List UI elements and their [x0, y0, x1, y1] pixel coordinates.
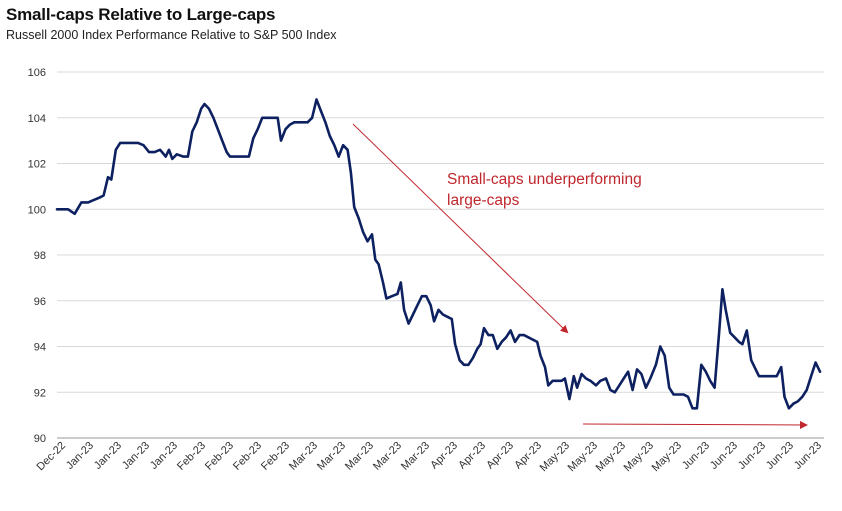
- x-tick-label: Jan-23: [92, 440, 124, 472]
- x-tick-label: May-23: [622, 440, 656, 474]
- x-tick-label: Mar-23: [399, 440, 432, 473]
- x-tick-label: Apr-23: [484, 440, 516, 472]
- y-tick-label: 104: [28, 113, 46, 125]
- x-tick-label: Apr-23: [456, 440, 488, 472]
- series-line: [55, 98, 822, 410]
- x-tick-label: Jun-23: [736, 440, 768, 472]
- x-tick-label: Apr-23: [428, 440, 460, 472]
- y-tick-label: 102: [28, 159, 46, 171]
- x-tick-label: Mar-23: [315, 440, 348, 473]
- x-tick-label: Mar-23: [371, 440, 404, 473]
- x-tick-label: Feb-23: [203, 440, 236, 473]
- x-axis-ticks: Dec-22Jan-23Jan-23Jan-23Jan-23Feb-23Feb-…: [35, 440, 825, 474]
- x-tick-label: Jan-23: [120, 440, 152, 472]
- x-tick-label: Jan-23: [148, 440, 180, 472]
- x-tick-label: Feb-23: [231, 440, 264, 473]
- y-tick-label: 90: [34, 433, 46, 445]
- y-tick-label: 106: [28, 67, 46, 79]
- y-tick-label: 96: [34, 296, 46, 308]
- x-tick-label: May-23: [538, 440, 572, 474]
- annotation-group: Small-caps underperforming large-caps: [352, 123, 808, 429]
- x-tick-label: Jun-23: [680, 440, 712, 472]
- x-tick-label: Mar-23: [343, 440, 376, 473]
- x-tick-label: May-23: [650, 440, 684, 474]
- series-line-group: [55, 98, 822, 410]
- y-tick-label: 92: [34, 387, 46, 399]
- x-tick-label: Mar-23: [287, 440, 320, 473]
- annotation-line-2: large-caps: [447, 192, 520, 209]
- chart-title: Small-caps Relative to Large-caps: [6, 5, 276, 24]
- x-tick-label: Feb-23: [175, 440, 208, 473]
- annotation-line-1: Small-caps underperforming: [447, 171, 642, 188]
- trend-arrow-down: [352, 123, 569, 334]
- x-tick-label: May-23: [566, 440, 600, 474]
- x-tick-label: May-23: [594, 440, 628, 474]
- trend-arrow-flat: [582, 420, 808, 429]
- y-tick-label: 100: [28, 204, 46, 216]
- gridlines: [57, 71, 824, 439]
- y-tick-label: 98: [34, 250, 46, 262]
- x-tick-label: Feb-23: [259, 440, 292, 473]
- y-axis-ticks: 106 104 102 100 98 96 94 92 90: [28, 67, 46, 445]
- x-tick-label: Jan-23: [64, 440, 96, 472]
- x-tick-label: Jun-23: [764, 440, 796, 472]
- chart-subtitle: Russell 2000 Index Performance Relative …: [6, 28, 337, 42]
- x-tick-label: Jun-23: [708, 440, 740, 472]
- y-tick-label: 94: [34, 342, 46, 354]
- x-tick-label: Jun-23: [792, 440, 824, 472]
